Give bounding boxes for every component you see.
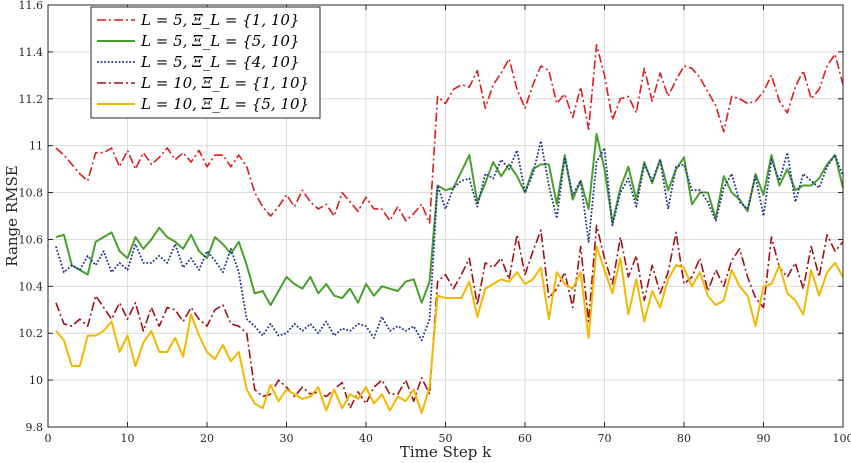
legend-label: L = 5, Ξ_L = {1, 10} xyxy=(140,11,300,29)
series-lines xyxy=(55,44,844,414)
x-tick-label: 20 xyxy=(200,432,214,445)
y-tick-label: 10.8 xyxy=(19,187,44,200)
x-tick-label: 90 xyxy=(757,432,771,445)
legend-label: L = 10, Ξ_L = {5, 10} xyxy=(140,95,309,113)
y-tick-label: 10 xyxy=(29,374,43,387)
y-tick-label: 11.6 xyxy=(19,0,44,12)
y-tick-label: 10.2 xyxy=(19,327,44,340)
axis-ticks: 0 10 20 30 40 50 60 70 80 90 100 9.8 10 10.2 10.4 10.6 1… xyxy=(19,0,851,445)
x-tick-label: 0 xyxy=(45,432,52,445)
x-tick-label: 80 xyxy=(677,432,691,445)
series-line-3 xyxy=(55,140,844,342)
y-tick-label: 11.2 xyxy=(19,93,44,106)
x-axis-label: Time Step k xyxy=(400,443,492,461)
y-tick-label: 10.4 xyxy=(19,280,44,293)
y-tick-label: 11 xyxy=(29,140,43,153)
x-tick-label: 70 xyxy=(598,432,612,445)
series-line-4 xyxy=(55,224,844,410)
y-tick-label: 10.6 xyxy=(19,233,44,246)
x-tick-label: 30 xyxy=(280,432,294,445)
series-line-1 xyxy=(55,44,844,224)
legend-box xyxy=(90,6,321,119)
y-tick-label: 9.8 xyxy=(26,421,44,434)
x-tick-label: 10 xyxy=(121,432,135,445)
legend: L = 5, Ξ_L = {1, 10} L = 5, Ξ_L = {5, 10}… xyxy=(90,6,321,119)
y-tick-label: 11.4 xyxy=(19,46,44,59)
x-tick-label: 60 xyxy=(518,432,532,445)
series-line-2 xyxy=(55,132,844,307)
series-line-5 xyxy=(55,245,844,414)
x-tick-label: 40 xyxy=(359,432,373,445)
legend-label: L = 5, Ξ_L = {4, 10} xyxy=(140,53,300,71)
x-tick-label: 50 xyxy=(439,432,453,445)
legend-label: L = 5, Ξ_L = {5, 10} xyxy=(140,32,300,50)
legend-label: L = 10, Ξ_L = {1, 10} xyxy=(140,74,309,92)
x-tick-label: 100 xyxy=(833,432,851,445)
y-axis-label: Range RMSE xyxy=(3,165,21,266)
